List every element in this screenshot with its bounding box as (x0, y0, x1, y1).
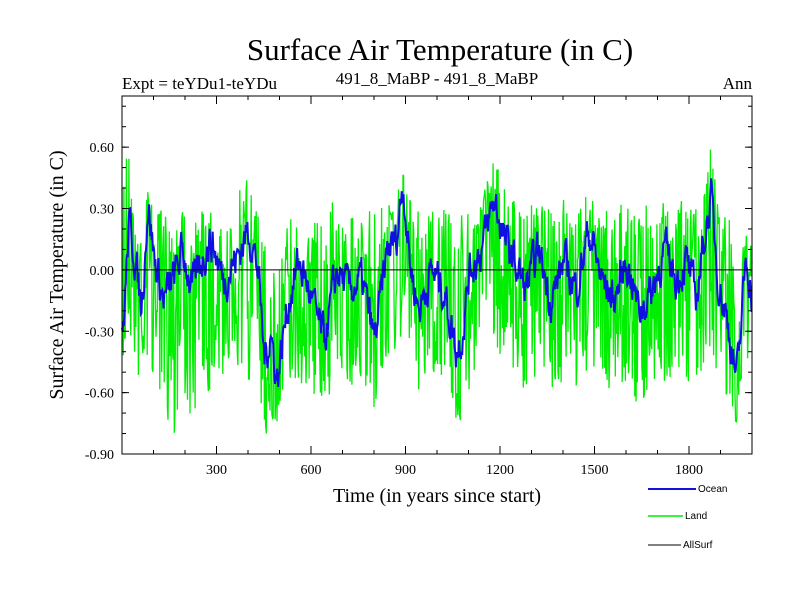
season-label: Ann (723, 74, 753, 93)
y-tick-label: -0.60 (85, 387, 114, 402)
y-tick-label: 0.60 (90, 141, 115, 156)
y-tick-label: -0.90 (85, 448, 114, 463)
y-tick-label: -0.30 (85, 325, 114, 340)
legend-land-label: Land (685, 511, 707, 522)
experiment-label: Expt = teYDu1-teYDu (122, 74, 278, 93)
legend-ocean-label: Ocean (698, 484, 727, 495)
x-tick-label: 1500 (581, 463, 609, 478)
x-tick-label: 1200 (486, 463, 514, 478)
ocean-series-line (121, 178, 753, 387)
x-tick-label: 1800 (675, 463, 703, 478)
x-axis-label: Time (in years since start) (333, 485, 541, 507)
y-axis-label: Surface Air Temperature (in C) (46, 150, 68, 399)
x-tick-label: 900 (395, 463, 416, 478)
chart-title: Surface Air Temperature (in C) (247, 32, 633, 67)
legend-allsurf-label: AllSurf (683, 540, 713, 551)
x-tick-label: 600 (301, 463, 322, 478)
period-label: 491_8_MaBP - 491_8_MaBP (336, 69, 538, 88)
x-tick-label: 300 (206, 463, 227, 478)
axis-layer: -0.90 -0.60 -0.30 0.00 0.30 0.60 300 600 900 1200… (85, 96, 752, 478)
legend: Ocean Land AllSurf (648, 484, 727, 551)
y-tick-label: 0.00 (90, 264, 115, 279)
y-tick-label: 0.30 (90, 203, 115, 218)
land-series-line (121, 149, 753, 434)
data-layer (121, 149, 753, 434)
plot-frame (121, 95, 753, 455)
